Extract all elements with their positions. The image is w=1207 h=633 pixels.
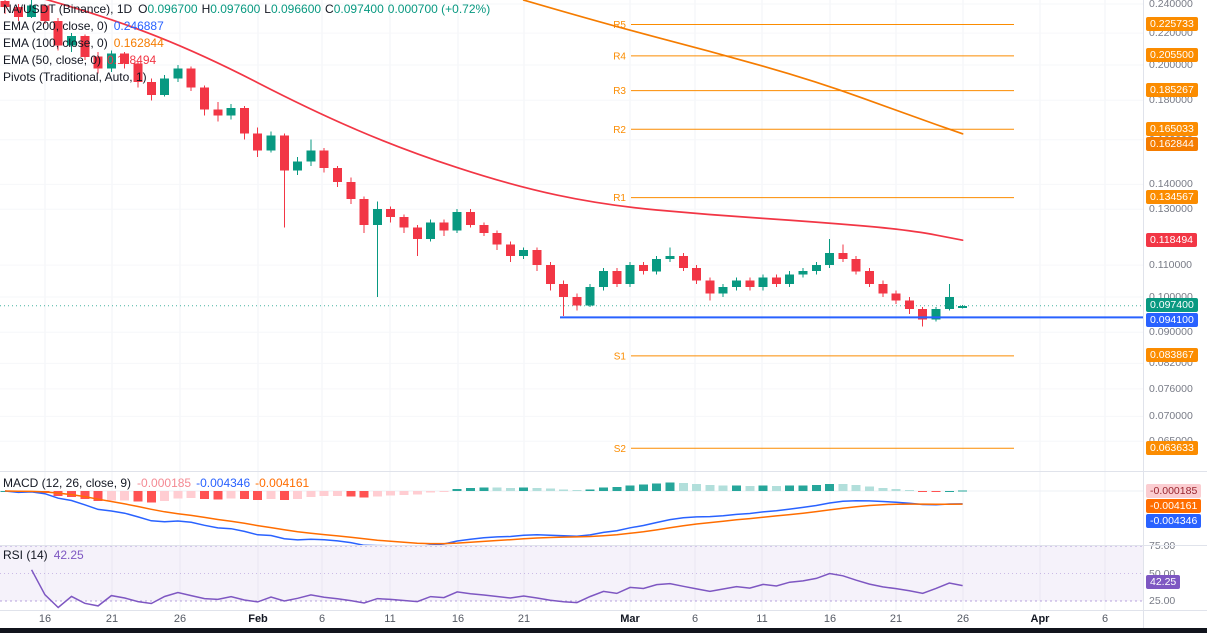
price-scale-badge: -0.004161 [1146, 499, 1202, 513]
indicator-legend-row[interactable]: EMA (100, close, 0) 0.162844 [3, 35, 494, 52]
price-scale-tick: 0.180000 [1149, 94, 1193, 107]
macd-line[interactable] [4, 490, 963, 547]
price-scale-badge: 0.205500 [1146, 48, 1198, 63]
time-axis-label: 16 [451, 613, 465, 625]
indicator-name: Pivots (Traditional, Auto, 1) [3, 70, 147, 84]
indicator-value: 0.118494 [107, 53, 157, 67]
price-scale-tick: 0.240000 [1149, 0, 1193, 10]
price-scale-badge: 0.083867 [1146, 348, 1198, 363]
time-axis-label: 21 [105, 613, 119, 625]
price-scale-badge: 0.225733 [1146, 17, 1198, 31]
price-scale-tick: 0.130000 [1149, 203, 1193, 216]
time-axis-label: 26 [956, 613, 970, 625]
price-scale-badge: 0.134567 [1146, 190, 1198, 205]
pivot-label: R5 [613, 20, 626, 31]
main-legend: NA/USDT (Binance), 1D O0.096700 H0.097600… [3, 1, 494, 86]
indicator-legend-row[interactable]: Pivots (Traditional, Auto, 1) [3, 69, 494, 86]
price-scale-badge: -0.004346 [1146, 514, 1202, 528]
grid [44, 0, 1106, 610]
price-scale-tick: 0.110000 [1149, 259, 1193, 272]
rsi-scale-tick: 25.00 [1149, 595, 1176, 607]
time-axis-label: Feb [248, 613, 268, 625]
ema50-line[interactable] [44, 0, 964, 242]
time-axis-label: 6 [1101, 613, 1109, 625]
macd-legend-values: -0.000185 -0.004346 -0.004161 [137, 475, 314, 492]
time-axis-label: 21 [889, 613, 903, 625]
indicator-value: 0.246887 [113, 19, 164, 33]
macd-value: -0.000185 [137, 476, 192, 490]
rsi-scale-tick: 75.00 [1149, 540, 1176, 552]
time-axis-label: 21 [517, 613, 531, 625]
indicator-legend-row[interactable]: EMA (50, close, 0) 0.118494 [3, 52, 494, 69]
macd-signal-line[interactable] [4, 490, 963, 545]
candles[interactable] [0, 0, 968, 327]
pivot-label: S1 [614, 351, 627, 362]
ema100-line[interactable] [522, 0, 964, 135]
time-axis-label: 16 [823, 613, 837, 625]
time-axis-label: 6 [318, 613, 326, 625]
symbol-title[interactable]: NA/USDT (Binance), 1D [3, 2, 133, 16]
time-axis-label: 26 [173, 613, 187, 625]
rsi-band [0, 546, 1143, 601]
price-scale-badge: 0.094100 [1146, 313, 1198, 328]
time-axis-label: 11 [384, 613, 396, 625]
pivot-label: R3 [613, 86, 626, 97]
time-axis-label: Mar [620, 613, 640, 625]
symbol-legend-row[interactable]: NA/USDT (Binance), 1D O0.096700 H0.097600… [3, 1, 494, 18]
price-scale-badge: 42.25 [1146, 574, 1181, 589]
price-scale-badge: 0.162844 [1146, 136, 1198, 151]
time-axis-label: Apr [1030, 613, 1050, 625]
indicator-legend-rows: EMA (200, close, 0) 0.246887 EMA (100, clo… [3, 18, 494, 86]
pivot-label: R4 [613, 51, 626, 62]
chart-canvas[interactable]: R5 R4 R3 R2 R1 S1 S2 [0, 0, 1143, 628]
pane-separator-rsi[interactable] [0, 545, 1207, 546]
bottom-edge-bar [0, 628, 1207, 633]
pivot-label: S2 [614, 444, 627, 455]
indicator-name: EMA (200, close, 0) [3, 19, 108, 33]
indicator-legend-row[interactable]: EMA (200, close, 0) 0.246887 [3, 18, 494, 35]
ohlc-token: H0.097600 [201, 2, 261, 16]
price-scale-badge: 0.118494 [1146, 232, 1198, 247]
pivot-label: R1 [613, 193, 626, 204]
rsi-legend-title[interactable]: RSI (14) [3, 548, 48, 562]
price-scale-badge: 0.097400 [1146, 298, 1198, 313]
ohlc-values: O0.096700 H0.097600 L0.096600 C0.097400 0.00… [138, 1, 494, 18]
time-axis[interactable]: 16 21 26 Feb 6 11 16 21 Mar 6 11 16 21 26 Apr 6 [0, 610, 1207, 628]
time-axis-label: 16 [38, 613, 52, 625]
price-scale-tick: 0.140000 [1149, 178, 1193, 191]
indicator-name: EMA (50, close, 0) [3, 53, 102, 67]
rsi-legend-value: 42.25 [53, 548, 84, 562]
time-axis-label: 11 [756, 613, 768, 625]
pane-separator-macd[interactable] [0, 471, 1207, 472]
price-scale-badge: 0.165033 [1146, 121, 1198, 136]
price-scale-badge: 0.063633 [1146, 440, 1198, 455]
rsi-legend[interactable]: RSI (14) 42.25 [3, 547, 84, 564]
price-scale-badge: 0.185267 [1146, 83, 1198, 98]
ohlc-token: 0.000700 (+0.72%) [387, 2, 491, 16]
macd-legend-title[interactable]: MACD (12, 26, close, 9) [3, 476, 132, 490]
ohlc-token: O0.096700 [138, 2, 198, 16]
macd-legend[interactable]: MACD (12, 26, close, 9) -0.000185 -0.0043… [3, 475, 314, 492]
pivot-label: R2 [613, 125, 626, 136]
price-scale-tick: 0.070000 [1149, 410, 1193, 423]
price-scale-badge: -0.000185 [1146, 484, 1202, 498]
macd-value: -0.004346 [196, 476, 251, 490]
indicator-value: 0.162844 [113, 36, 164, 50]
ohlc-token: L0.096600 [264, 2, 322, 16]
indicator-name: EMA (100, close, 0) [3, 36, 108, 50]
price-scale[interactable]: 0.2400000.2200000.2000000.1800000.160000… [1143, 0, 1207, 628]
macd-histogram[interactable] [0, 482, 968, 503]
macd-value: -0.004161 [255, 476, 310, 490]
time-axis-separator [0, 610, 1207, 611]
price-scale-tick: 0.076000 [1149, 382, 1193, 395]
time-axis-label: 6 [691, 613, 699, 625]
price-scale-tick: 0.090000 [1149, 326, 1193, 339]
pivot-lines[interactable]: R5 R4 R3 R2 R1 S1 S2 [613, 20, 1014, 455]
ohlc-token: C0.097400 [325, 2, 384, 16]
rsi-line[interactable] [30, 569, 963, 609]
